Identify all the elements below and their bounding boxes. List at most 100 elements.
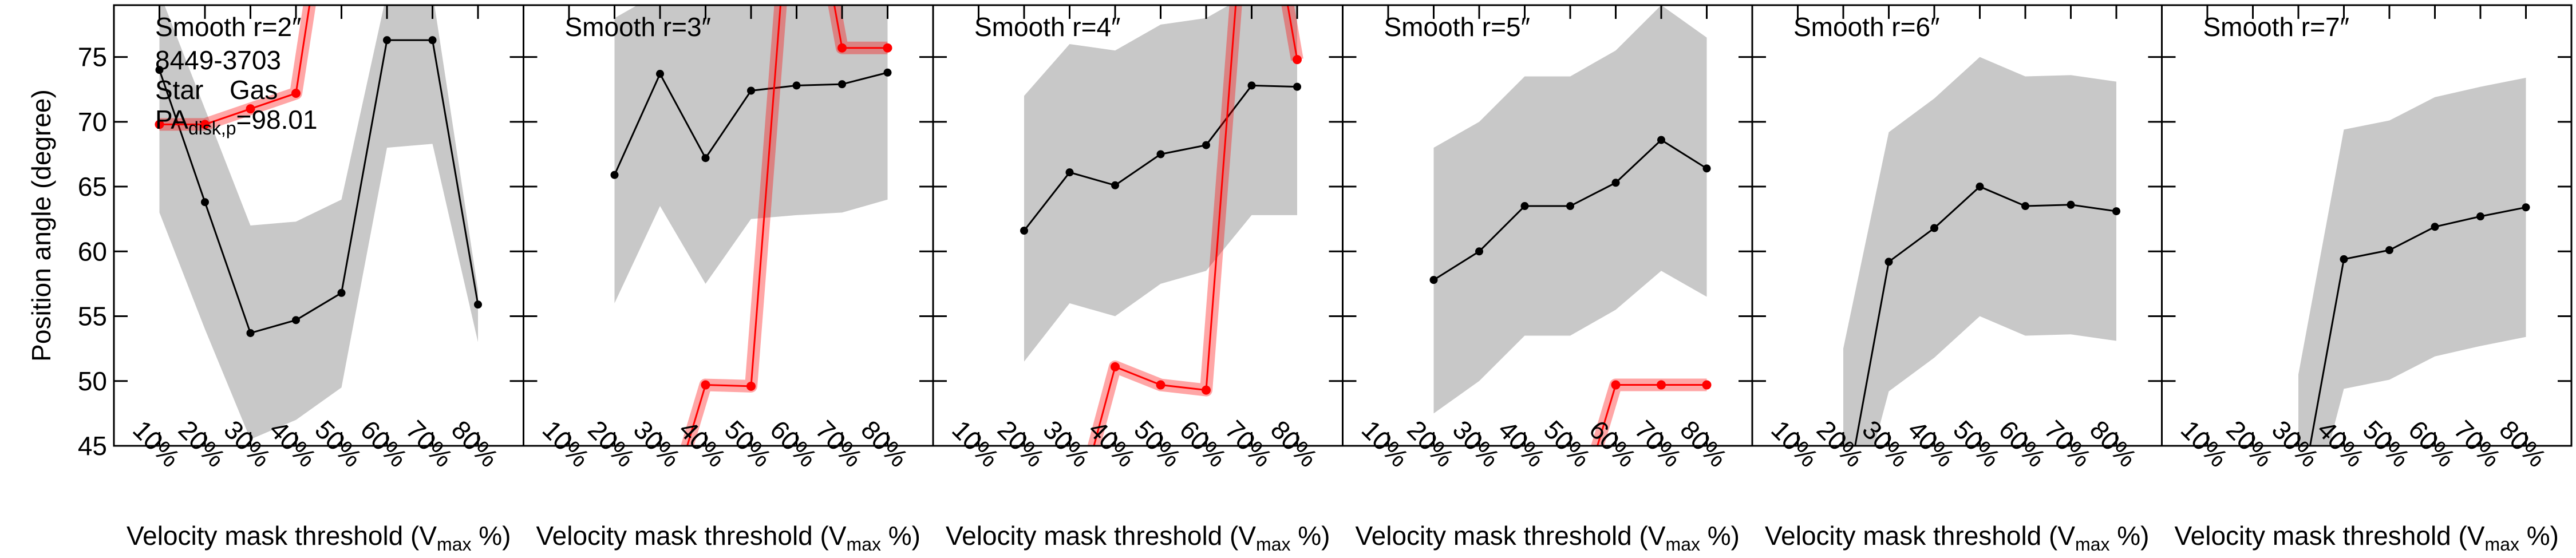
x-tick-label: 40% xyxy=(1083,414,1141,473)
x-axis-label-part: Velocity mask threshold (V xyxy=(1356,521,1666,551)
data-point xyxy=(2112,207,2120,216)
y-tick-label: 70 xyxy=(78,107,107,137)
error-band xyxy=(159,5,478,440)
x-tick-label: 80% xyxy=(2084,414,2143,473)
data-point xyxy=(2476,212,2484,221)
x-tick-label: 80% xyxy=(855,414,914,473)
x-tick-label: 70% xyxy=(810,414,868,473)
data-point xyxy=(1156,380,1165,390)
data-point xyxy=(474,300,482,309)
data-point xyxy=(2385,246,2393,255)
data-point xyxy=(1611,179,1620,187)
data-point xyxy=(246,104,255,114)
data-point xyxy=(1247,81,1256,90)
data-point xyxy=(200,120,210,129)
x-axis-label-part: Velocity mask threshold (V xyxy=(2175,521,2485,551)
data-point xyxy=(383,36,391,45)
data-point xyxy=(1202,141,1210,149)
data-point xyxy=(883,68,892,77)
annotation: PAdisk,p=98.01 xyxy=(155,105,318,138)
data-point xyxy=(701,154,710,163)
x-axis-label-part: %) xyxy=(881,521,920,551)
plot-area xyxy=(610,5,892,446)
legend-entry: Star xyxy=(155,75,203,105)
x-tick-label: 20% xyxy=(582,414,641,473)
data-point xyxy=(1202,385,1211,395)
data-point xyxy=(291,89,301,98)
plot-frame xyxy=(2161,4,2573,447)
gas-halo xyxy=(1591,378,1707,446)
x-tick-label: 10% xyxy=(1356,414,1415,473)
data-point xyxy=(1065,168,1074,177)
data-point xyxy=(292,316,300,324)
data-point xyxy=(1930,224,1938,232)
x-tick-label: 10% xyxy=(946,414,1005,473)
annotation-part: =98.01 xyxy=(236,105,318,134)
x-tick-label: 10% xyxy=(537,414,595,473)
x-tick-label: 40% xyxy=(673,414,732,473)
data-point xyxy=(1702,380,1712,390)
data-point xyxy=(337,288,346,297)
legend-title: 8449-3703 xyxy=(155,45,281,75)
x-axis-label: Velocity mask threshold (Vmax %) xyxy=(2175,521,2559,555)
x-tick-label: 50% xyxy=(1538,414,1597,473)
x-axis-label-part: %) xyxy=(1700,521,1740,551)
error-band xyxy=(614,5,888,303)
x-tick-label: 80% xyxy=(2494,414,2552,473)
series-line xyxy=(1093,5,1298,446)
y-tick-label: 45 xyxy=(78,431,107,461)
plot-area xyxy=(155,5,482,440)
data-point xyxy=(1156,150,1165,159)
x-axis-label-part: max xyxy=(2075,534,2109,555)
data-point xyxy=(1657,380,1666,390)
x-axis-label-part: max xyxy=(437,534,471,555)
x-tick-label: 80% xyxy=(1674,414,1733,473)
x-tick-label: 70% xyxy=(400,414,459,473)
data-point xyxy=(2067,200,2075,209)
series-line xyxy=(1596,384,1707,446)
x-tick-label: 30% xyxy=(1447,414,1506,473)
error-band xyxy=(1843,57,2116,446)
x-tick-label: 50% xyxy=(2357,414,2416,473)
x-tick-label: 60% xyxy=(1993,414,2052,473)
x-axis-label-part: max xyxy=(2485,534,2519,555)
x-tick-label: 70% xyxy=(2038,414,2097,473)
data-point xyxy=(610,171,619,179)
x-axis-label-part: Velocity mask threshold (V xyxy=(536,521,847,551)
x-axis-label-part: max xyxy=(1666,534,1700,555)
data-point xyxy=(1429,276,1438,284)
data-point xyxy=(2294,506,2302,515)
x-tick-label: 50% xyxy=(1128,414,1187,473)
legend-entry: Gas xyxy=(230,75,278,105)
panel-title: Smooth r=3″ xyxy=(565,12,711,42)
panel-title: Smooth r=2″ xyxy=(155,12,301,42)
x-axis-label-part: %) xyxy=(2109,521,2149,551)
series-line xyxy=(159,39,479,334)
data-point xyxy=(837,43,847,53)
x-tick-label: 20% xyxy=(1401,414,1460,473)
x-tick-label: 30% xyxy=(628,414,686,473)
data-point xyxy=(155,66,164,74)
data-point xyxy=(246,329,255,337)
x-tick-label: 20% xyxy=(992,414,1050,473)
x-tick-label: 70% xyxy=(2448,414,2507,473)
error-band xyxy=(1024,5,1297,362)
x-tick-label: 40% xyxy=(1902,414,1961,473)
panel-title: Smooth r=7″ xyxy=(2203,12,2349,42)
x-tick-label: 60% xyxy=(2403,414,2461,473)
panel-title: Smooth r=4″ xyxy=(974,12,1120,42)
x-tick-label: 20% xyxy=(173,414,231,473)
data-point xyxy=(792,81,801,90)
x-tick-label: 40% xyxy=(1492,414,1551,473)
x-axis-label: Velocity mask threshold (Vmax %) xyxy=(1356,521,1740,555)
annotation-part: disk,p xyxy=(188,118,236,138)
data-point xyxy=(1702,164,1711,173)
x-axis-label: Velocity mask threshold (Vmax %) xyxy=(127,521,511,555)
data-point xyxy=(1111,362,1120,371)
x-axis-label-part: Velocity mask threshold (V xyxy=(946,521,1256,551)
y-tick-label: 50 xyxy=(78,366,107,396)
plot-area xyxy=(1843,57,2120,446)
x-tick-label: 60% xyxy=(1174,414,1232,473)
y-axis-label: Position angle (degree) xyxy=(26,89,56,362)
